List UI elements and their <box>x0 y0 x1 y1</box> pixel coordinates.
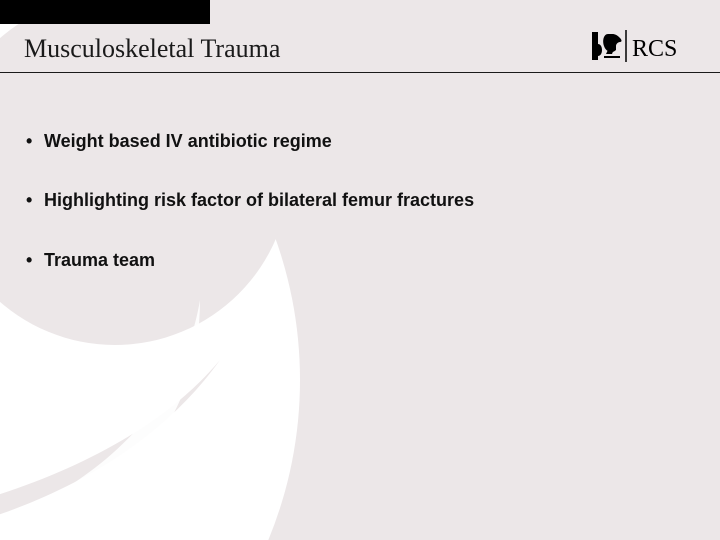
bullet-item: • Highlighting risk factor of bilateral … <box>26 189 694 212</box>
bullet-marker: • <box>26 189 44 212</box>
slide-title: Musculoskeletal Trauma <box>24 34 280 64</box>
slide-body: • Weight based IV antibiotic regime • Hi… <box>26 130 694 308</box>
bullet-text: Trauma team <box>44 249 155 272</box>
bullet-item: • Trauma team <box>26 249 694 272</box>
bullet-item: • Weight based IV antibiotic regime <box>26 130 694 153</box>
title-underline <box>0 72 720 73</box>
slide-header: Musculoskeletal Trauma RCS <box>0 26 720 76</box>
rcs-logo: RCS <box>590 26 700 68</box>
bullet-text: Highlighting risk factor of bilateral fe… <box>44 189 474 212</box>
logo-text: RCS <box>632 36 677 62</box>
top-black-bar <box>0 0 210 24</box>
bullet-marker: • <box>26 130 44 153</box>
bullet-marker: • <box>26 249 44 272</box>
bullet-text: Weight based IV antibiotic regime <box>44 130 332 153</box>
